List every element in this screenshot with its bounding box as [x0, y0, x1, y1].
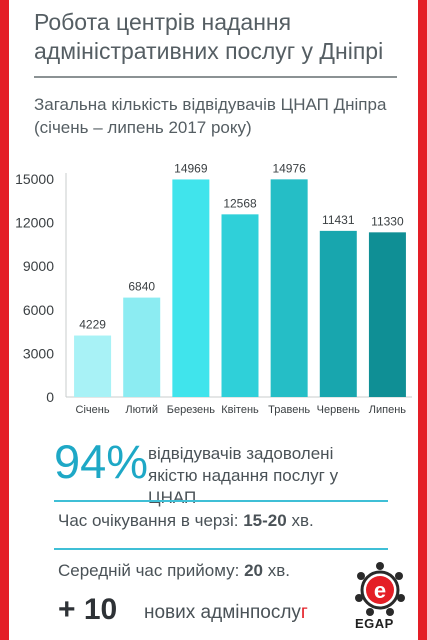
x-tick-label: Травень	[268, 404, 310, 416]
x-tick-label: Липень	[369, 404, 407, 416]
wait-time: Час очікування в черзі: 15-20 хв.	[58, 511, 314, 531]
bar	[221, 214, 259, 397]
stat-divider-2	[54, 548, 388, 550]
bar-value-label: 12568	[223, 196, 257, 210]
reception-unit: хв.	[267, 561, 290, 580]
egap-logo-text: EGAP	[355, 616, 394, 631]
reception-value: 20	[244, 561, 263, 580]
wait-value: 15-20	[243, 511, 287, 530]
page-title: Робота центрів надання адміністративних …	[34, 8, 404, 66]
x-tick-label: Квітень	[221, 404, 259, 416]
wait-label: Час очікування в черзі:	[58, 511, 239, 530]
y-tick-label: 9000	[23, 258, 54, 274]
title-line-1: Робота центрів надання	[34, 9, 292, 35]
satisfaction-percent: 94%	[54, 435, 149, 488]
bar	[74, 335, 112, 397]
bar	[172, 179, 210, 397]
y-tick-label: 0	[46, 389, 54, 405]
subtitle-line-1: Загальна кількість відвідувачів ЦНАП Дні…	[34, 95, 387, 114]
bar-chart: 0 3000 6000 9000 12000 15000 4229 Січень 6840 Лют…	[15, 161, 412, 416]
reception-time: Середній час прийому: 20 хв.	[58, 561, 290, 581]
bar-value-label: 11330	[371, 214, 404, 228]
bar-value-label: 11431	[322, 213, 355, 227]
title-line-2: адміністративних послуг у Дніпрі	[34, 38, 384, 64]
satisfaction-line-2: якістю надання послуг у ЦНАП	[148, 466, 339, 507]
satisfaction-text: відвідувачів задоволені якістю надання п…	[148, 443, 388, 509]
bar-value-label: 14969	[174, 161, 208, 175]
logo-letter: e	[374, 578, 386, 603]
stat-divider-1	[54, 500, 388, 502]
bar	[368, 232, 406, 397]
new-services-text: нових адмінпослуг	[144, 602, 308, 624]
y-tick-label: 3000	[23, 345, 54, 361]
x-tick-label: Червень	[317, 404, 360, 416]
satisfaction-line-1: відвідувачів задоволені	[148, 444, 334, 463]
y-tick-label: 6000	[23, 302, 54, 318]
subtitle-line-2: (січень – липень 2017 року)	[34, 118, 252, 137]
bar	[319, 230, 357, 397]
wait-unit: хв.	[291, 511, 314, 530]
bar-value-label: 6840	[128, 280, 155, 294]
bar	[123, 297, 161, 397]
reception-label: Середній час прийому:	[58, 561, 240, 580]
x-tick-label: Лютий	[125, 404, 158, 416]
egap-logo-icon: e	[355, 562, 405, 616]
y-tick-label: 15000	[15, 171, 54, 187]
new-services-last: г	[300, 602, 308, 623]
y-tick-label: 12000	[15, 215, 54, 231]
bar	[270, 179, 308, 397]
x-tick-label: Березень	[167, 404, 215, 416]
bar-value-label: 14976	[272, 161, 306, 175]
x-tick-label: Січень	[76, 404, 110, 416]
title-divider	[34, 76, 397, 78]
bar-value-label: 4229	[79, 318, 106, 332]
chart-subtitle: Загальна кількість відвідувачів ЦНАП Дні…	[34, 93, 404, 139]
new-services-count: + 10	[58, 593, 118, 626]
new-services-main: нових адмінпослу	[144, 602, 301, 623]
